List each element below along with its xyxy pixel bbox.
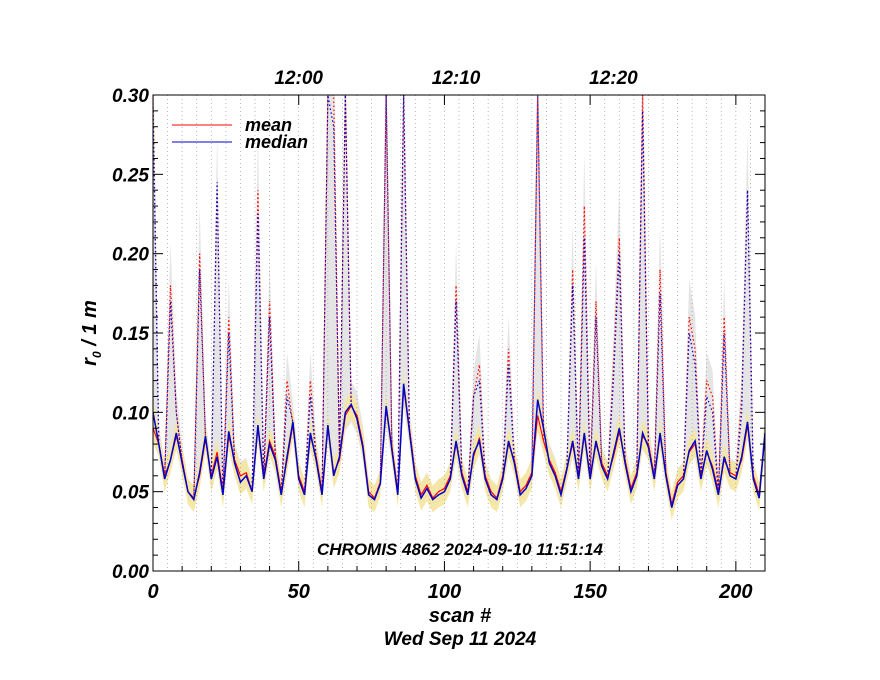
y-tick-label: 0.00: [112, 562, 149, 583]
y-tick-label: 0.05: [112, 483, 149, 504]
y-axis-title-subscript: 0: [90, 351, 104, 358]
y-axis-title-units: / 1 m: [79, 300, 101, 351]
x-tick-label: 50: [288, 581, 310, 603]
x-tick-label: 150: [573, 581, 606, 603]
x-axis-title: scan #: [429, 605, 492, 627]
time-tick-label: 12:10: [432, 68, 481, 89]
y-tick-label: 0.25: [112, 165, 149, 186]
y-tick-label: 0.15: [112, 324, 149, 345]
time-axis: 12:00 12:10 12:20: [274, 68, 638, 89]
instrument-annotation: CHROMIS 4862 2024-09-10 11:51:14: [317, 540, 604, 559]
date-label: Wed Sep 11 2024: [384, 629, 537, 650]
legend: mean median: [172, 115, 308, 152]
y-axis: 0.00 0.05 0.10 0.15 0.20 0.25 0.30: [112, 86, 765, 583]
data-series: [153, 95, 765, 508]
y-tick-label: 0.20: [112, 245, 149, 266]
y-axis-title-main: r: [79, 357, 101, 366]
y-tick-label: 0.30: [112, 86, 149, 107]
legend-median-label: median: [245, 132, 308, 152]
x-tick-label: 100: [428, 581, 461, 603]
series-median-peaks-line: [153, 95, 765, 508]
time-tick-label: 12:00: [274, 68, 323, 89]
x-tick-label: 200: [718, 581, 752, 603]
y-tick-label: 0.10: [112, 403, 149, 424]
legend-mean-label: mean: [245, 115, 292, 135]
series-median-line: [153, 383, 765, 508]
series-mean-peaks-line: [153, 95, 765, 505]
y-axis-title: r0 / 1 m: [79, 300, 104, 366]
time-tick-label: 12:20: [589, 68, 638, 89]
x-axis: 0 50 100 150 200: [147, 95, 753, 603]
x-tick-label: 0: [147, 581, 158, 603]
gray-spread-band: [153, 95, 765, 514]
